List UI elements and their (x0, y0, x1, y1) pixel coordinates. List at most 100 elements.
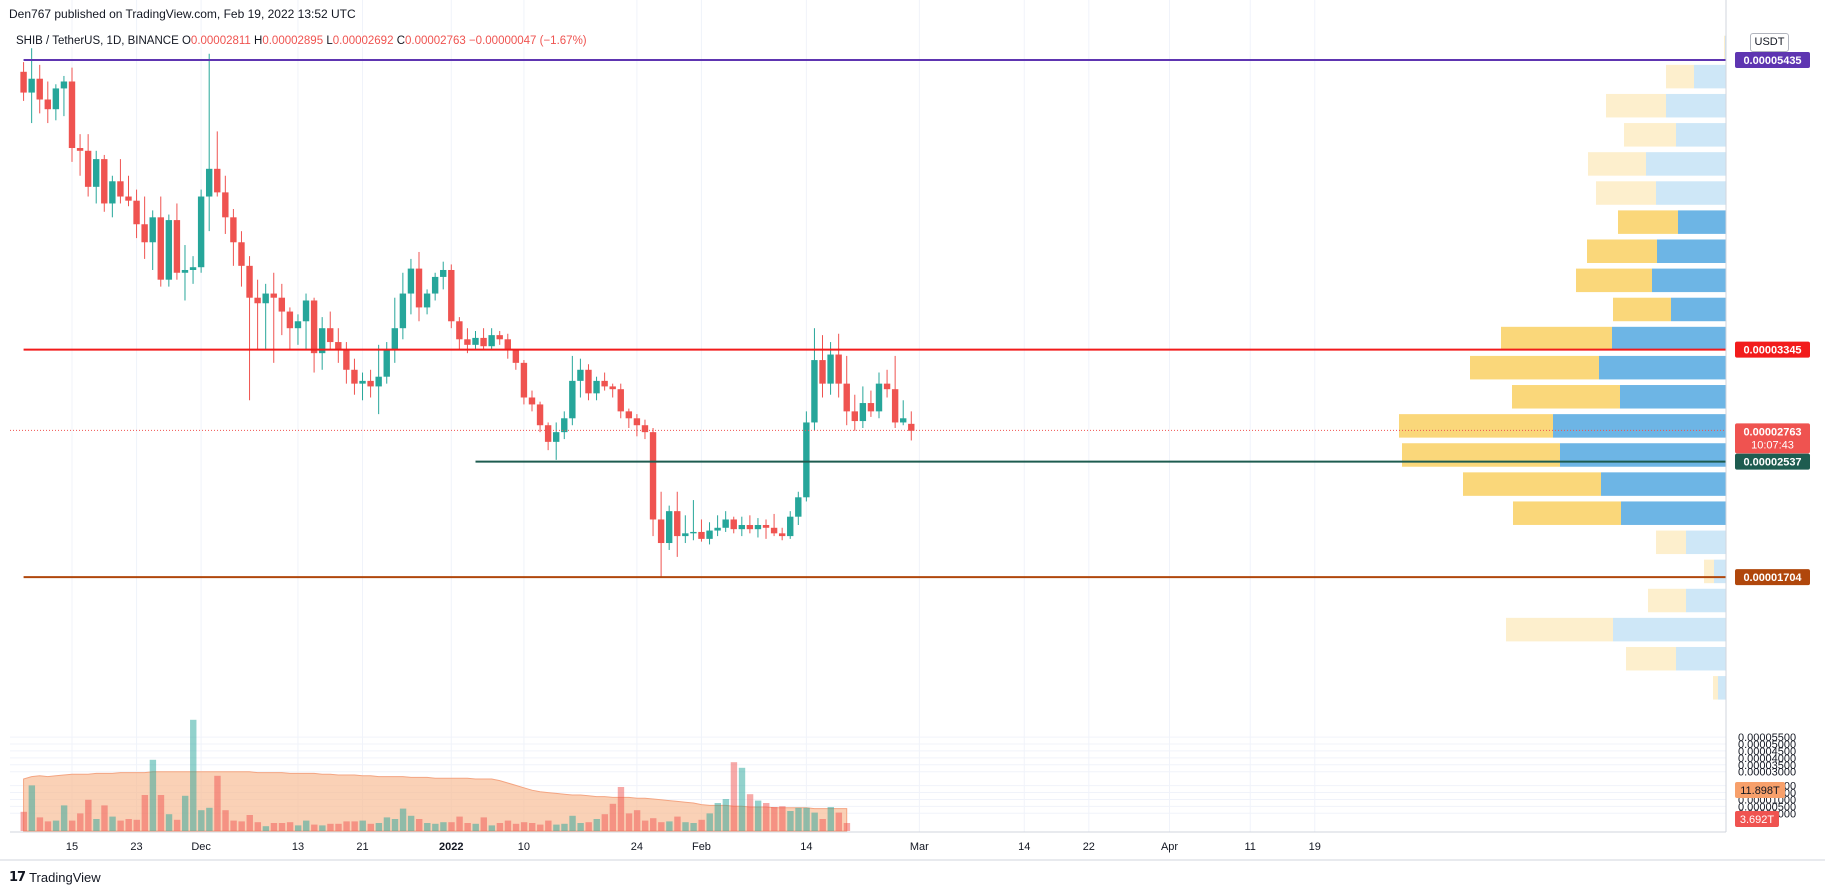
candle-body (617, 389, 624, 412)
volume-profile-yellow (1626, 646, 1676, 671)
volume-bar (432, 823, 439, 831)
ohlc-legend: SHIB / TetherUS, 1D, BINANCE O0.00002811… (16, 35, 587, 47)
volume-bar (206, 807, 213, 831)
candle-body (318, 328, 326, 354)
candle-body (165, 220, 173, 280)
volume-bar (238, 821, 245, 831)
symbol-label[interactable]: SHIB / TetherUS, 1D, BINANCE (16, 35, 179, 47)
candle-body (577, 369, 584, 381)
candle-body (383, 350, 390, 377)
volume-bar (771, 807, 778, 831)
volume-current-tag-bg (1735, 811, 1779, 827)
time-tick-label: 21 (356, 841, 368, 853)
volume-profile-blue (1666, 93, 1726, 118)
volume-bar (779, 806, 786, 831)
candle-body (262, 293, 269, 304)
candle-body (835, 354, 842, 384)
volume-profile-yellow (1399, 414, 1553, 438)
volume-bar (795, 807, 802, 831)
candle-body (431, 276, 439, 294)
volume-profile-blue (1657, 239, 1726, 263)
volume-bar (375, 823, 383, 831)
volume-bar (641, 820, 649, 831)
candle-body (278, 297, 286, 312)
volume-bar (278, 823, 286, 831)
candle-body (544, 425, 552, 442)
candle-body (504, 339, 511, 351)
candle-body (520, 362, 528, 398)
volume-bar (198, 810, 205, 831)
level-tag-bg (1735, 569, 1810, 586)
candle-body (827, 354, 834, 384)
volume-bar (512, 823, 520, 831)
volume-profile-blue (1718, 676, 1726, 700)
candle-body (214, 168, 221, 193)
volume-profile-yellow (1463, 472, 1601, 496)
volume-bar (746, 794, 754, 831)
footer: 17 TradingView (9, 870, 101, 885)
candle-body (407, 268, 415, 294)
candle-body (52, 88, 60, 110)
close-value: 0.00002763 (405, 35, 466, 47)
volume-bar (440, 822, 447, 831)
candle-body (93, 159, 100, 187)
volume-bar (698, 819, 705, 831)
volume-current-value: 3.692T (1740, 814, 1775, 826)
candle-body (351, 369, 358, 384)
volume-bar (383, 817, 391, 831)
level-tag-bg (1735, 453, 1810, 470)
volume-profile-blue (1553, 414, 1726, 438)
candle-body (440, 269, 447, 277)
volume-bar (690, 823, 697, 831)
currency-badge[interactable]: USDT (1750, 33, 1789, 52)
volume-profile-blue (1714, 559, 1726, 584)
candle-body (690, 531, 697, 534)
candle-body (149, 217, 156, 243)
volume-bar (617, 787, 625, 831)
footer-brand: TradingView (29, 870, 101, 885)
candle-body (867, 403, 875, 412)
volume-ma-value: 11.898T (1740, 785, 1780, 797)
volume-bar (319, 825, 326, 831)
candle-body (682, 533, 689, 537)
volume-bar (222, 810, 229, 831)
candle-body (335, 342, 342, 349)
publisher-line: Den767 published on TradingView.com, Feb… (9, 7, 356, 21)
candle-body (803, 422, 810, 498)
volume-bar (44, 821, 52, 831)
candle-body (28, 78, 35, 93)
candle-body (270, 293, 277, 298)
candle-body (811, 360, 818, 423)
level-price-label: 0.00005435 (1743, 55, 1801, 67)
time-tick-label: 19 (1309, 841, 1321, 853)
level-tag-resistance-mid: 0.00003345 (1735, 341, 1810, 358)
candle-body (553, 432, 560, 442)
volume-bar (246, 815, 253, 831)
volume-bar (149, 759, 157, 831)
candle-body (633, 418, 641, 426)
level-tag-bg (1735, 52, 1810, 69)
volume-profile-yellow (1587, 239, 1657, 263)
volume-bar (101, 805, 108, 831)
volume-profile-blue (1652, 268, 1726, 293)
volume-bar (706, 813, 713, 831)
candle-body (222, 192, 229, 218)
volume-bar (181, 795, 189, 831)
volume-profile-yellow (1512, 385, 1620, 409)
last-price-bg (1735, 423, 1810, 454)
candle-body (674, 511, 681, 537)
volume-bar (561, 823, 568, 831)
time-tick-label: 14 (1018, 841, 1030, 853)
candle-body (68, 81, 76, 149)
time-tick-label: 24 (631, 841, 643, 853)
volume-profile-yellow (1624, 123, 1676, 147)
candle-body (189, 267, 197, 270)
candle-body (528, 397, 536, 405)
volume-bar (569, 815, 576, 831)
volume-bar (674, 816, 681, 831)
volume-bar (262, 826, 270, 831)
candle-body (908, 423, 915, 431)
candle-body (44, 99, 51, 110)
level-price-label: 0.00003345 (1743, 345, 1801, 357)
